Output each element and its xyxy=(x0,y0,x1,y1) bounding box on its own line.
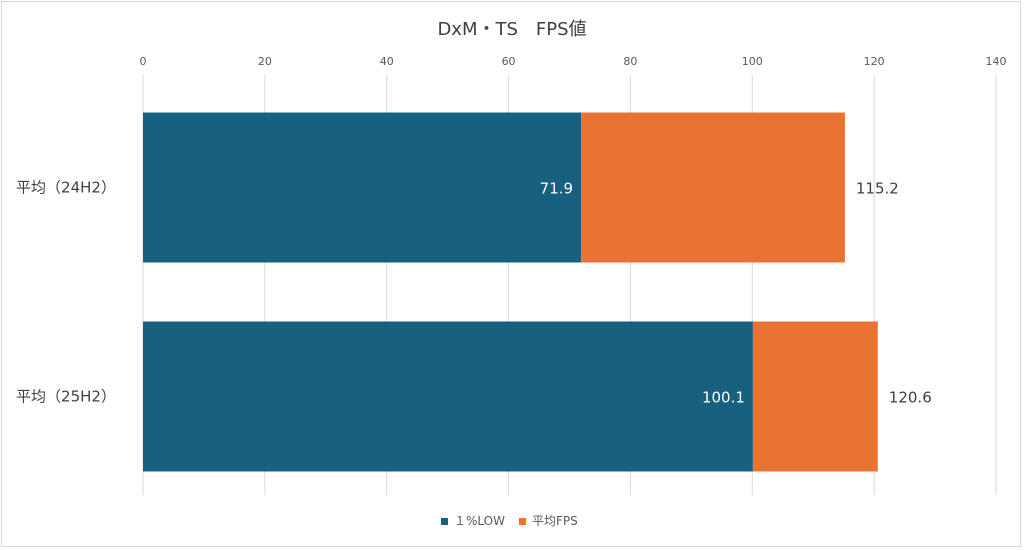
category-label: 平均（25H2） xyxy=(16,388,116,406)
data-label: 71.9 xyxy=(540,180,573,198)
x-tick-label: 120 xyxy=(864,55,885,68)
bar-segment xyxy=(581,112,845,263)
bar-segment xyxy=(143,112,582,263)
legend-swatch xyxy=(518,518,526,525)
y-axis: 平均（24H2） 平均（25H2） xyxy=(16,179,116,406)
x-tick-label: 140 xyxy=(986,55,1007,68)
bars xyxy=(143,112,878,472)
legend-label: 平均FPS xyxy=(532,514,578,528)
x-tick-label: 40 xyxy=(380,55,394,68)
x-tick-label: 60 xyxy=(502,55,516,68)
category-label: 平均（24H2） xyxy=(16,179,116,197)
x-tick-label: 80 xyxy=(623,55,637,68)
data-labels: 71.9 115.2 100.1 120.6 xyxy=(540,180,932,407)
legend: １%LOW 平均FPS xyxy=(441,514,578,528)
data-label: 100.1 xyxy=(702,389,745,407)
x-tick-label: 0 xyxy=(140,55,147,68)
x-tick-label: 100 xyxy=(742,55,763,68)
legend-swatch xyxy=(441,518,448,525)
bar-segment xyxy=(752,321,878,472)
x-tick-label: 20 xyxy=(258,55,272,68)
data-label: 115.2 xyxy=(856,180,899,198)
x-axis: 0 20 40 60 80 100 120 140 xyxy=(140,55,1007,68)
bar-segment xyxy=(143,321,753,472)
data-label: 120.6 xyxy=(889,389,932,407)
legend-label: １%LOW xyxy=(454,514,505,528)
chart-title: DxM・TS FPS値 xyxy=(437,19,586,40)
